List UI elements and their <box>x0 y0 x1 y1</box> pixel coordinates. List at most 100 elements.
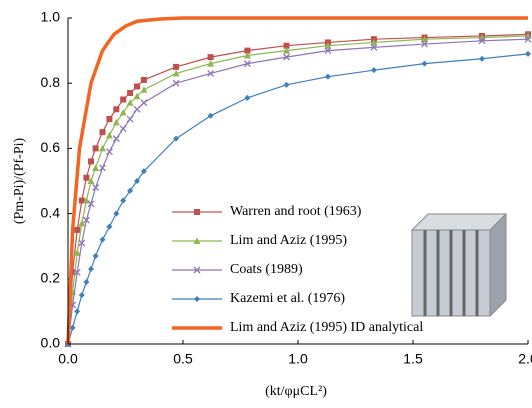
marker <box>421 40 428 48</box>
marker <box>207 69 215 77</box>
marker <box>140 168 147 175</box>
marker <box>193 266 201 274</box>
marker <box>127 187 134 194</box>
y-axis-label: (Pm-Pi)/(Pf-Pi) <box>12 137 27 224</box>
marker <box>69 324 76 331</box>
y-tick-label: 1.0 <box>41 9 61 25</box>
marker <box>243 51 251 59</box>
marker <box>74 226 81 233</box>
marker <box>283 47 290 54</box>
x-axis-label: (kt/φμCL²) <box>265 384 327 399</box>
marker <box>92 252 99 259</box>
marker <box>370 67 377 74</box>
block-icon <box>410 212 508 318</box>
marker <box>106 116 113 123</box>
marker <box>172 79 180 87</box>
marker <box>324 73 331 80</box>
marker <box>194 296 200 302</box>
marker <box>78 197 85 204</box>
marker <box>243 60 251 68</box>
marker <box>83 279 90 286</box>
marker <box>99 129 106 136</box>
marker <box>283 81 290 88</box>
x-tick-label: 0.5 <box>173 351 193 367</box>
y-tick-label: 0.0 <box>41 335 61 351</box>
marker <box>421 35 428 43</box>
marker <box>134 178 140 184</box>
marker <box>324 42 332 49</box>
marker <box>92 164 100 171</box>
y-tick-label: 0.2 <box>41 270 61 286</box>
marker <box>207 60 215 67</box>
marker <box>106 223 113 230</box>
marker <box>172 69 180 77</box>
marker <box>140 86 148 93</box>
marker <box>87 200 95 208</box>
marker <box>92 145 99 152</box>
marker <box>207 112 214 119</box>
x-tick-label: 1.5 <box>403 351 423 367</box>
marker <box>120 197 127 204</box>
marker <box>113 210 120 217</box>
x-tick-label: 0.0 <box>58 351 78 367</box>
marker <box>82 197 90 204</box>
marker <box>478 37 486 45</box>
legend-label: Warren and root (1963) <box>230 204 362 219</box>
marker <box>105 131 113 139</box>
marker <box>119 109 127 116</box>
y-tick-label: 0.4 <box>41 204 61 220</box>
x-tick-label: 2.0 <box>518 351 532 367</box>
marker <box>421 60 428 67</box>
marker <box>78 219 86 227</box>
series-line <box>66 16 528 345</box>
marker <box>244 47 251 54</box>
marker <box>78 292 85 299</box>
marker <box>244 94 251 101</box>
legend-label: Kazemi et al. (1976) <box>230 291 345 306</box>
marker <box>173 135 180 142</box>
marker <box>133 92 141 100</box>
marker <box>83 174 90 181</box>
legend-label: Lim and Aziz (1995) <box>230 233 347 248</box>
marker <box>92 184 100 191</box>
marker <box>82 216 90 224</box>
marker <box>105 148 113 156</box>
marker <box>134 83 140 90</box>
marker <box>88 158 94 165</box>
marker <box>73 268 81 276</box>
marker <box>99 144 106 152</box>
marker <box>140 76 147 83</box>
marker <box>193 237 201 244</box>
marker <box>133 105 141 113</box>
marker <box>324 47 332 55</box>
marker <box>140 99 148 107</box>
marker <box>112 135 120 143</box>
marker <box>119 125 127 133</box>
marker <box>283 53 290 61</box>
marker <box>370 43 378 51</box>
legend-label: Coats (1989) <box>230 262 303 277</box>
marker <box>524 35 532 43</box>
marker <box>113 106 120 113</box>
marker <box>78 239 86 247</box>
marker <box>194 209 200 215</box>
marker <box>126 99 134 106</box>
marker <box>87 177 95 184</box>
marker <box>479 55 485 62</box>
marker <box>127 89 134 96</box>
y-tick-label: 0.8 <box>41 74 61 90</box>
marker <box>525 50 531 57</box>
marker <box>99 164 106 172</box>
marker <box>112 118 120 126</box>
marker <box>74 308 81 315</box>
y-tick-label: 0.6 <box>41 139 61 155</box>
x-tick-label: 1.0 <box>288 351 308 367</box>
marker <box>207 54 214 61</box>
marker <box>73 249 81 256</box>
marker <box>283 42 290 49</box>
legend-label: Lim and Aziz (1995) ID analytical <box>230 320 423 335</box>
marker <box>88 266 94 273</box>
marker <box>126 115 134 123</box>
marker <box>99 236 106 243</box>
